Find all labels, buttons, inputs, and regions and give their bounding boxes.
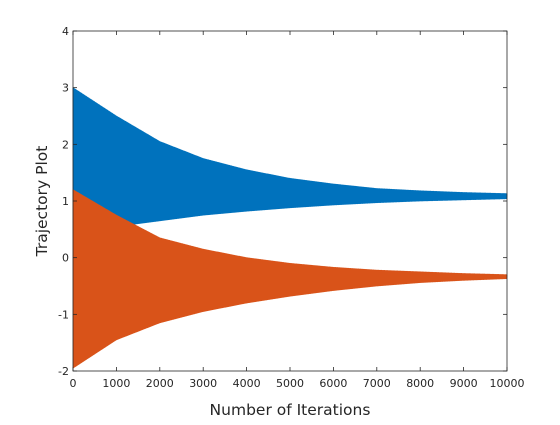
x-tick-label: 4000 [233,377,261,390]
y-tick-label: 4 [62,25,69,38]
x-tick-label: 8000 [406,377,434,390]
x-tick-label: 9000 [450,377,478,390]
y-tick-label: -1 [58,308,69,321]
y-tick-label: 0 [62,252,69,265]
x-tick-label: 10000 [490,377,525,390]
x-tick-label: 6000 [319,377,347,390]
x-tick-label: 2000 [146,377,174,390]
x-tick-label: 7000 [363,377,391,390]
x-tick-label: 3000 [189,377,217,390]
x-tick-label: 5000 [276,377,304,390]
y-axis-label: Trajectory Plot [33,146,51,258]
y-tick-label: -2 [58,365,69,378]
ticks-layer: 0 1000 2000 3000 4000 5000 6000 7000 8000 9000 100… [58,25,524,390]
y-tick-label: 1 [62,195,69,208]
x-axis-label: Number of Iterations [210,401,371,419]
x-tick-label: 0 [70,377,77,390]
series-1-line [72,87,508,233]
y-tick-label: 3 [62,82,69,95]
y-tick-label: 2 [62,138,69,151]
series-2-line [72,189,508,369]
series-layer [72,87,508,369]
x-tick-label: 1000 [102,377,130,390]
